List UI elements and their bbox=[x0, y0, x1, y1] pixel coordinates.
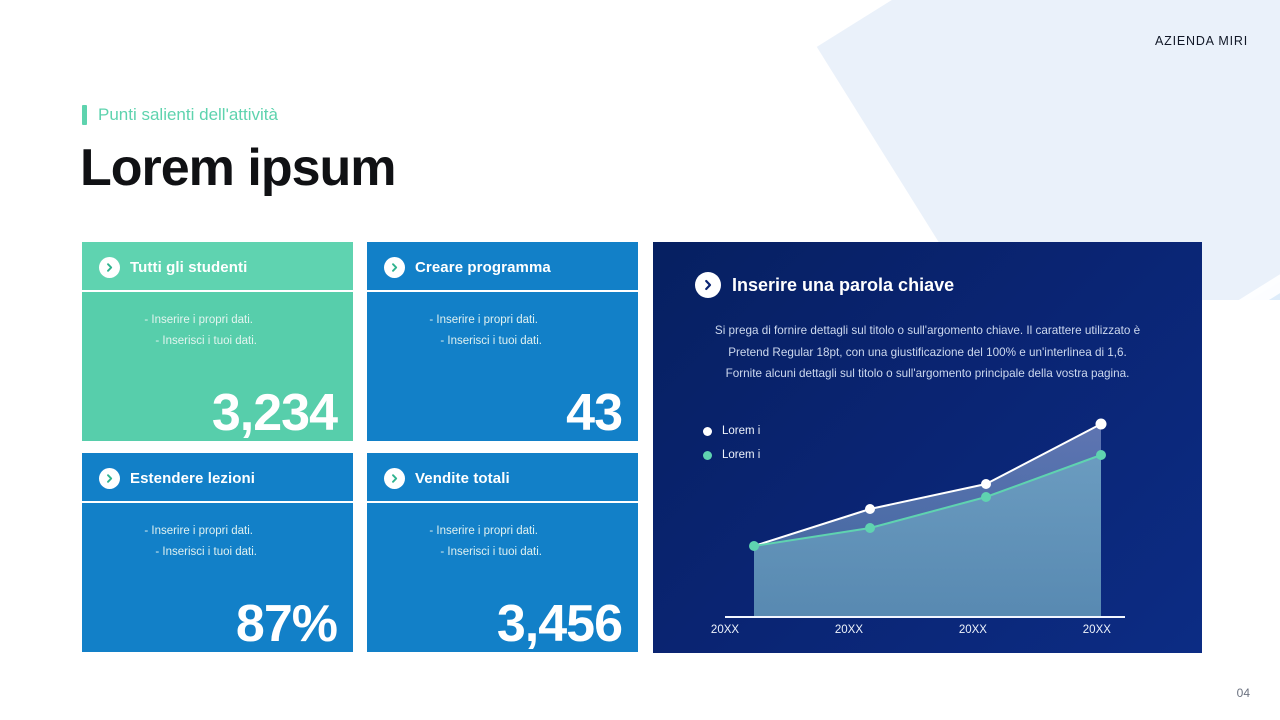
kpi-card-value: 87% bbox=[235, 595, 338, 653]
kpi-card-grid: Tutti gli studenti - Inserire i propri d… bbox=[82, 242, 638, 652]
x-axis-line bbox=[725, 616, 1125, 618]
legend-label: Lorem i bbox=[722, 425, 761, 437]
kpi-card-title: Creare programma bbox=[415, 258, 551, 276]
kpi-card-value: 3,234 bbox=[211, 384, 338, 442]
x-axis-tick: 20XX bbox=[1082, 624, 1111, 636]
data-point bbox=[981, 492, 991, 502]
legend-item[interactable]: Lorem i bbox=[703, 419, 760, 443]
kpi-card-header: Creare programma bbox=[367, 242, 638, 292]
kpi-card-bullets: - Inserire i propri dati. - Inserisci i … bbox=[367, 521, 622, 564]
data-point bbox=[865, 504, 875, 514]
data-point bbox=[1095, 418, 1107, 430]
kpi-card-bullets: - Inserire i propri dati. - Inserisci i … bbox=[367, 310, 622, 353]
kpi-card-estendere-lezioni[interactable]: Estendere lezioni - Inserire i propri da… bbox=[82, 453, 353, 652]
chevron-right-icon bbox=[384, 467, 405, 489]
kpi-bullet: - Inserisci i tuoi dati. bbox=[155, 335, 257, 348]
chevron-right-icon bbox=[695, 272, 721, 298]
keyword-chart-panel: Inserire una parola chiave Si prega di f… bbox=[653, 242, 1202, 653]
kpi-bullet: - Inserire i propri dati. bbox=[429, 314, 538, 326]
panel-description-line: Si prega di fornire dettagli sul titolo … bbox=[714, 324, 1141, 337]
chart-legend: Lorem i Lorem i bbox=[703, 419, 760, 467]
kpi-card-title: Estendere lezioni bbox=[130, 469, 256, 487]
eyebrow-label: Punti salienti dell'attività bbox=[98, 105, 278, 124]
line-series-1 bbox=[753, 423, 1102, 547]
kpi-card-bullets: - Inserire i propri dati. - Inserisci i … bbox=[82, 310, 337, 353]
kpi-card-title: Vendite totali bbox=[415, 469, 510, 487]
chevron-right-icon bbox=[99, 467, 120, 489]
company-name: AZIENDA MIRI bbox=[1155, 34, 1248, 48]
kpi-card-body: - Inserire i propri dati. - Inserisci i … bbox=[367, 292, 638, 441]
eyebrow-accent-bar bbox=[82, 105, 87, 125]
page-title: Lorem ipsum bbox=[80, 139, 396, 197]
data-point bbox=[1096, 450, 1106, 460]
kpi-bullet: - Inserire i propri dati. bbox=[144, 525, 253, 537]
page-number: 04 bbox=[1236, 686, 1250, 700]
eyebrow: Punti salienti dell'attività bbox=[82, 105, 278, 125]
kpi-card-body: - Inserire i propri dati. - Inserisci i … bbox=[367, 503, 638, 652]
kpi-card-value: 3,456 bbox=[496, 595, 623, 653]
x-axis-tick: 20XX bbox=[958, 624, 987, 636]
kpi-bullet: - Inserisci i tuoi dati. bbox=[440, 335, 542, 348]
x-axis-tick: 20XX bbox=[710, 624, 740, 636]
panel-description-line: Fornite alcuni dettagli sul titolo o sul… bbox=[725, 367, 1130, 381]
area-fill-series-2 bbox=[754, 455, 1101, 616]
kpi-card-tutti-gli-studenti[interactable]: Tutti gli studenti - Inserire i propri d… bbox=[82, 242, 353, 441]
legend-dot-icon bbox=[703, 450, 712, 460]
kpi-card-title: Tutti gli studenti bbox=[130, 258, 248, 276]
kpi-card-header: Tutti gli studenti bbox=[82, 242, 353, 292]
data-point bbox=[865, 523, 875, 533]
legend-label: Lorem i bbox=[722, 449, 761, 461]
panel-description: Si prega di fornire dettagli sul titolo … bbox=[687, 320, 1168, 385]
panel-description-line: Pretend Regular 18pt, con una giustifica… bbox=[728, 345, 1127, 359]
panel-header: Inserire una parola chiave bbox=[653, 242, 1202, 298]
line-series-2 bbox=[753, 454, 1102, 547]
kpi-card-header: Vendite totali bbox=[367, 453, 638, 503]
kpi-card-bullets: - Inserire i propri dati. - Inserisci i … bbox=[82, 521, 337, 564]
kpi-card-value: 43 bbox=[566, 384, 623, 442]
kpi-card-body: - Inserire i propri dati. - Inserisci i … bbox=[82, 503, 353, 652]
kpi-bullet: - Inserisci i tuoi dati. bbox=[155, 546, 257, 559]
kpi-card-body: - Inserire i propri dati. - Inserisci i … bbox=[82, 292, 353, 441]
x-axis-tick-labels: 20XX 20XX 20XX 20XX bbox=[711, 624, 1125, 636]
x-axis-tick: 20XX bbox=[834, 624, 864, 636]
legend-item[interactable]: Lorem i bbox=[703, 443, 760, 467]
legend-dot-icon bbox=[703, 426, 712, 436]
kpi-card-header: Estendere lezioni bbox=[82, 453, 353, 503]
kpi-card-vendite-totali[interactable]: Vendite totali - Inserire i propri dati.… bbox=[367, 453, 638, 652]
data-point bbox=[749, 541, 759, 551]
data-point bbox=[981, 479, 991, 489]
kpi-bullet: - Inserisci i tuoi dati. bbox=[440, 546, 542, 559]
chevron-right-icon bbox=[384, 256, 405, 278]
panel-title: Inserire una parola chiave bbox=[732, 274, 955, 295]
kpi-bullet: - Inserire i propri dati. bbox=[429, 525, 538, 537]
kpi-bullet: - Inserire i propri dati. bbox=[144, 314, 253, 326]
chevron-right-icon bbox=[99, 256, 120, 278]
kpi-card-creare-programma[interactable]: Creare programma - Inserire i propri dat… bbox=[367, 242, 638, 441]
area-chart bbox=[749, 418, 1107, 616]
